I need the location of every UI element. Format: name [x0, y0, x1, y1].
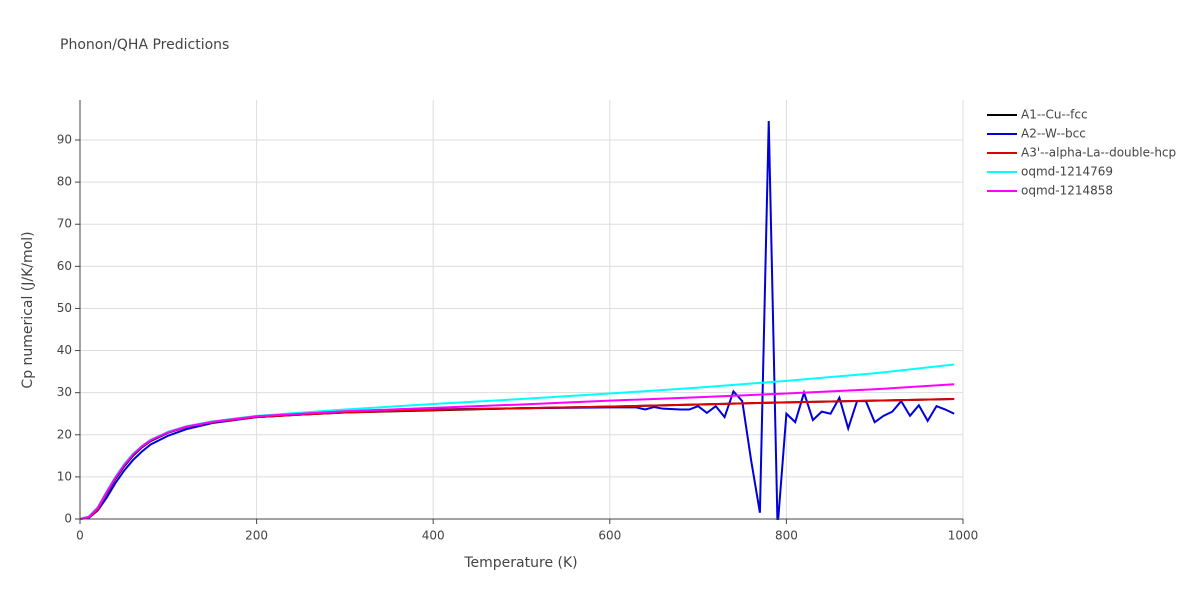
data-line	[80, 397, 955, 520]
y-axis-label: Cp numerical (J/K/mol)	[20, 231, 36, 388]
y-tick-label: 50	[57, 301, 72, 315]
x-tick-label: 1000	[948, 529, 979, 543]
x-tick-label: 200	[245, 529, 268, 543]
y-tick-label: 20	[57, 427, 72, 441]
legend-label: A2--W--bcc	[1021, 127, 1086, 141]
legend-label: oqmd-1214769	[1021, 165, 1113, 179]
data-line	[80, 363, 955, 520]
data-line	[80, 397, 955, 520]
y-tick-label: 30	[57, 385, 72, 399]
data-line	[80, 383, 955, 520]
axes: 0 200 400 600 800 1000 0 10 20 30 40 50 60 70 80 90	[57, 100, 979, 543]
y-tick-label: 80	[57, 175, 72, 189]
y-tick-label: 0	[64, 512, 72, 526]
chart-title: Phonon/QHA Predictions	[60, 37, 229, 53]
x-tick-label: 800	[775, 529, 798, 543]
data-line	[80, 121, 955, 520]
legend-label: A3'--alpha-La--double-hcp	[1021, 146, 1176, 160]
x-tick-label: 600	[598, 529, 621, 543]
x-axis-label: Temperature (K)	[463, 555, 577, 571]
y-tick-label: 40	[57, 343, 72, 357]
plot-area	[80, 121, 955, 520]
x-tick-label: 400	[422, 529, 445, 543]
y-tick-label: 10	[57, 469, 72, 483]
legend-label: A1--Cu--fcc	[1021, 108, 1088, 122]
legend-label: oqmd-1214858	[1021, 184, 1113, 198]
grid	[80, 100, 964, 519]
y-tick-label: 70	[57, 217, 72, 231]
legend: A1--Cu--fcc A2--W--bcc A3'--alpha-La--doub…	[987, 108, 1176, 198]
x-tick-label: 0	[76, 529, 84, 543]
y-tick-label: 60	[57, 259, 72, 273]
y-tick-label: 90	[57, 133, 72, 147]
